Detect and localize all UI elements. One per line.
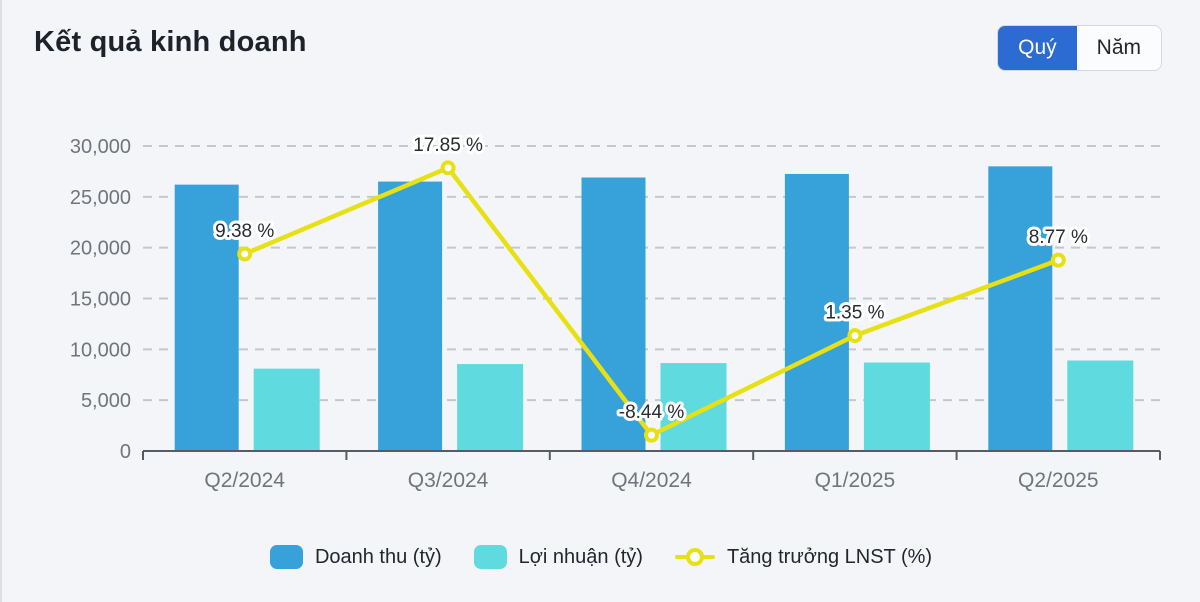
- profit-swatch-icon: [473, 545, 507, 569]
- legend-item-revenue[interactable]: Doanh thu (tỷ): [269, 545, 442, 569]
- growth-line-icon: [674, 544, 715, 570]
- growth-point: [847, 328, 863, 344]
- legend-item-profit[interactable]: Lợi nhuận (tỷ): [473, 545, 643, 569]
- revenue-bar: [988, 166, 1053, 452]
- legend-label-profit: Lợi nhuận (tỷ): [518, 545, 643, 568]
- profit-bar: [660, 363, 727, 451]
- y-tick-label: 0: [120, 441, 131, 463]
- revenue-bar: [174, 184, 239, 451]
- revenue-bar: [378, 181, 443, 452]
- growth-point-label: 17.85 %: [413, 135, 483, 156]
- growth-point-label: 1.35 %: [825, 303, 884, 324]
- toggle-quarter-button[interactable]: Quý: [998, 26, 1077, 70]
- y-tick-label: 20,000: [70, 238, 131, 260]
- growth-point: [440, 160, 456, 176]
- growth-point-label: -8.44 %: [619, 402, 685, 423]
- profit-bar: [1067, 360, 1134, 451]
- y-tick-label: 30,000: [70, 136, 131, 158]
- profit-bar: [863, 362, 930, 451]
- profit-bar: [457, 364, 524, 451]
- x-tick-label: Q1/2025: [815, 469, 896, 492]
- x-tick-label: Q4/2024: [611, 469, 692, 492]
- toggle-year-button[interactable]: Năm: [1077, 26, 1161, 70]
- growth-point-label: 9.38 %: [215, 221, 274, 242]
- period-toggle: Quý Năm: [997, 25, 1162, 71]
- y-tick-label: 5,000: [81, 390, 131, 412]
- growth-point: [1050, 252, 1066, 268]
- y-tick-label: 15,000: [70, 289, 131, 311]
- revenue-bar: [784, 173, 849, 452]
- chart-legend: Doanh thu (tỷ) Lợi nhuận (tỷ) Tăng trưởn…: [2, 544, 1200, 570]
- legend-label-growth: Tăng trưởng LNST (%): [726, 545, 933, 568]
- profit-bar: [253, 368, 320, 451]
- x-tick-label: Q2/2025: [1018, 469, 1099, 492]
- growth-point-label: 8.77 %: [1029, 227, 1088, 248]
- page-title: Kết quả kinh doanh: [34, 26, 307, 58]
- x-tick-label: Q2/2024: [204, 469, 285, 492]
- growth-point: [237, 246, 253, 262]
- growth-point: [644, 427, 659, 443]
- y-tick-label: 10,000: [70, 339, 131, 361]
- revenue-swatch-icon: [269, 545, 303, 569]
- growth-line-marker: [685, 548, 704, 566]
- x-tick-label: Q3/2024: [408, 469, 489, 492]
- revenue-bar: [581, 177, 646, 451]
- growth-line: [242, 165, 1061, 438]
- y-tick-label: 25,000: [70, 187, 131, 209]
- legend-item-growth[interactable]: Tăng trưởng LNST (%): [674, 544, 933, 570]
- legend-label-revenue: Doanh thu (tỷ): [314, 545, 442, 568]
